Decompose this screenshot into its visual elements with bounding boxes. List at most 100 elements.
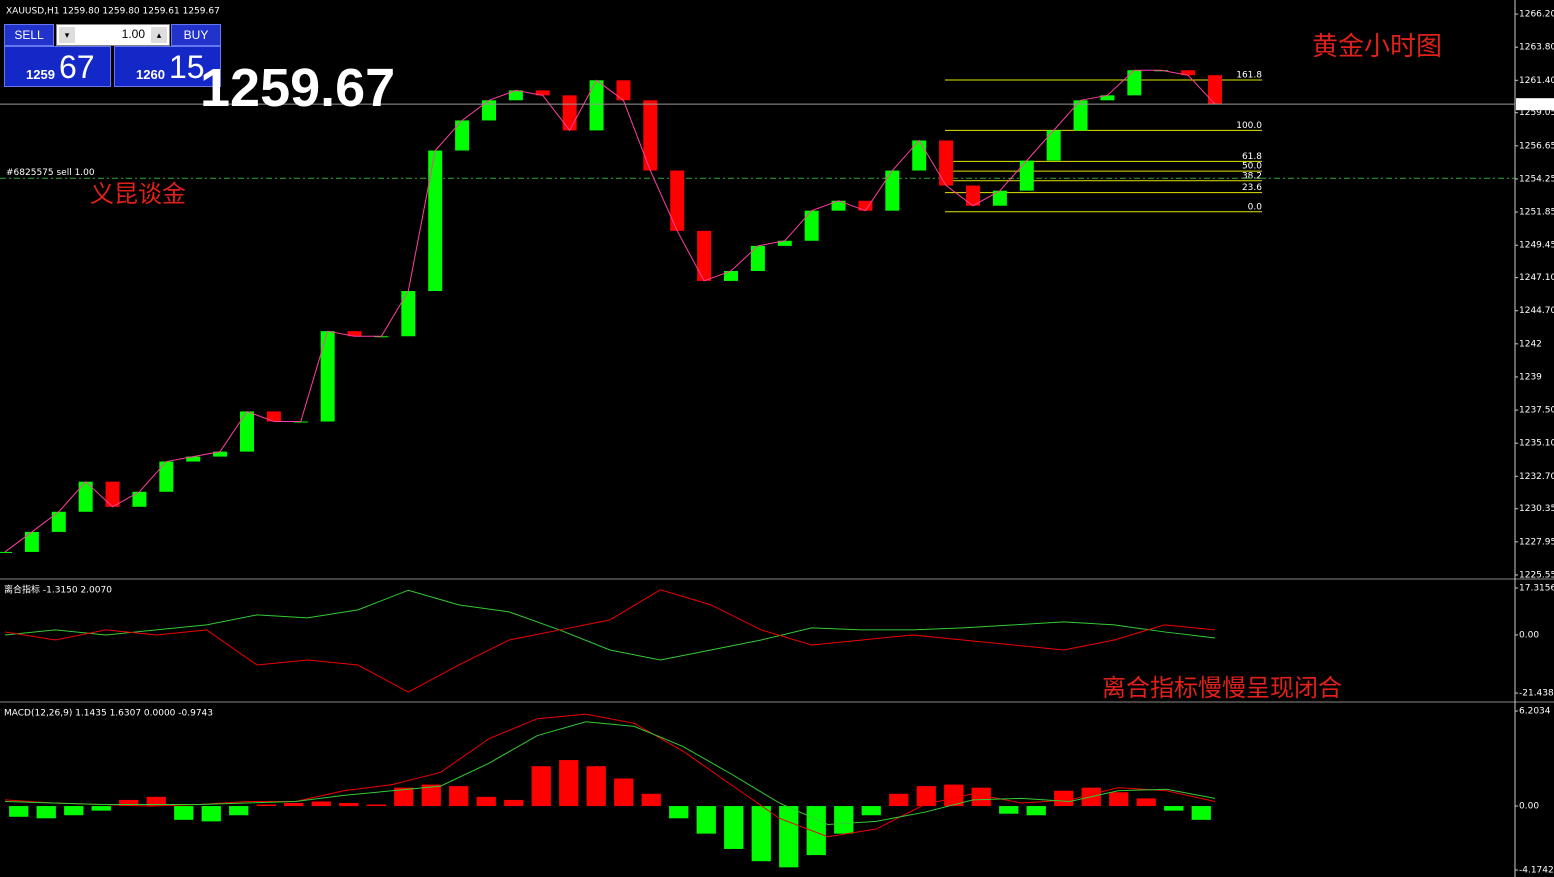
macd-bar: [119, 799, 139, 807]
macd-bar: [174, 806, 194, 820]
y-tick-label: 1239: [1519, 372, 1542, 382]
macd-bar: [421, 784, 441, 807]
candle-body: [804, 210, 819, 241]
candle-body: [266, 411, 281, 422]
candle-body: [589, 80, 604, 131]
chart-name: 黄金小时图: [1312, 32, 1443, 62]
candle-body: [670, 170, 685, 231]
macd-bar: [91, 806, 111, 811]
candle-body: [105, 481, 120, 507]
bid-big: 1259: [26, 67, 55, 82]
y-tick-label: -21.4389: [1519, 689, 1554, 699]
macd-bar: [641, 793, 661, 807]
y-tick-label: 0.00: [1519, 630, 1539, 640]
order-label: #6825575 sell 1.00: [6, 168, 95, 178]
fib-label: 0.0: [1248, 202, 1263, 212]
candle-body: [132, 491, 147, 507]
macd-bar: [1136, 798, 1156, 807]
y-tick-label: 1242: [1519, 339, 1542, 349]
lots-box[interactable]: ▾ 1.00 ▴: [56, 24, 170, 46]
candle-body: [562, 95, 577, 131]
candle-body: [1208, 75, 1222, 105]
y-tick-label: 1251.85: [1519, 208, 1554, 218]
close-line: [4, 69, 1216, 553]
y-tick-label: 1237.50: [1519, 406, 1554, 416]
macd-bar: [944, 784, 964, 807]
indicator-line: [4, 589, 1216, 693]
candle-body: [643, 100, 658, 171]
macd-bar: [669, 806, 689, 819]
candle-body: [912, 140, 927, 171]
candle-body: [401, 291, 416, 337]
macd-bar: [1164, 806, 1184, 811]
y-tick-label: 17.3156: [1519, 584, 1554, 594]
candle-body: [697, 230, 712, 281]
macd-bar: [504, 799, 524, 807]
macd-bar: [476, 796, 496, 807]
macd-bar: [36, 806, 56, 819]
panel-title: MACD(12,26,9) 1.1435 1.6307 0.0000 -0.97…: [4, 709, 213, 719]
lots-up[interactable]: ▴: [151, 27, 167, 43]
y-tick-label: 1247.10: [1519, 273, 1554, 283]
y-tick-label: 1227.95: [1519, 537, 1554, 547]
candle-body: [1046, 130, 1061, 161]
candle-body: [750, 245, 765, 271]
indicator-line: [4, 589, 1216, 661]
candle-body: [992, 190, 1007, 206]
candle-body: [1073, 100, 1088, 131]
candle-body: [1181, 70, 1196, 76]
current-price-label: 1259.67: [1518, 100, 1554, 110]
y-tick-label: 1254.25: [1519, 174, 1554, 184]
lots-down[interactable]: ▾: [59, 27, 75, 43]
macd-bar: [999, 806, 1019, 814]
y-tick-label: 1249.45: [1519, 241, 1554, 251]
macd-bar: [861, 806, 881, 816]
macd-line: [4, 721, 1216, 825]
y-tick-label: 1232.70: [1519, 472, 1554, 482]
candle-body: [455, 120, 470, 151]
macd-bar: [339, 802, 359, 807]
macd-bar: [806, 806, 826, 856]
ask-small: 15: [169, 49, 205, 85]
macd-bar: [229, 806, 249, 816]
y-tick-label: 1225.55: [1519, 570, 1554, 580]
ask-big: 1260: [136, 67, 165, 82]
candle-body: [1127, 70, 1142, 96]
candle-body: [939, 140, 954, 186]
macd-bar: [531, 766, 551, 807]
macd-bar: [834, 806, 854, 834]
candle-body: [966, 185, 980, 206]
candle-body: [777, 240, 792, 246]
bid-quote[interactable]: 1259 67: [4, 46, 111, 87]
macd-bar: [559, 760, 579, 807]
candle-body: [186, 456, 201, 462]
macd-bar: [1191, 806, 1211, 820]
buy-button[interactable]: BUY: [171, 24, 221, 46]
candle-body: [482, 100, 496, 121]
y-tick-label: 1244.70: [1519, 306, 1554, 316]
macd-bar: [311, 801, 331, 807]
macd-bar: [394, 787, 414, 807]
lots-value: 1.00: [121, 27, 145, 41]
fib-label: 50.0: [1242, 162, 1262, 172]
candle-body: [51, 511, 66, 532]
ask-quote[interactable]: 1260 15: [114, 46, 221, 87]
symbol-header: XAUUSD,H1 1259.80 1259.80 1259.61 1259.6…: [6, 7, 220, 17]
y-tick-label: 1261.40: [1519, 76, 1554, 86]
candle-body: [24, 531, 39, 552]
candle-body: [831, 200, 846, 211]
y-tick-label: 6.2034: [1519, 706, 1551, 716]
candle-body: [78, 481, 93, 512]
macd-bar: [696, 806, 716, 834]
sell-button[interactable]: SELL: [4, 24, 54, 46]
macd-bar: [614, 778, 634, 807]
macd-bar: [1026, 806, 1046, 816]
candle-body: [508, 90, 523, 101]
comment: 离合指标慢慢呈现闭合: [1102, 674, 1342, 702]
candle-body: [1019, 160, 1034, 191]
y-tick-label: 1230.35: [1519, 504, 1554, 514]
author-note: 义昆谈金: [90, 180, 186, 208]
big-price: 1259.67: [200, 58, 396, 118]
fib-label: 100.0: [1236, 121, 1262, 131]
